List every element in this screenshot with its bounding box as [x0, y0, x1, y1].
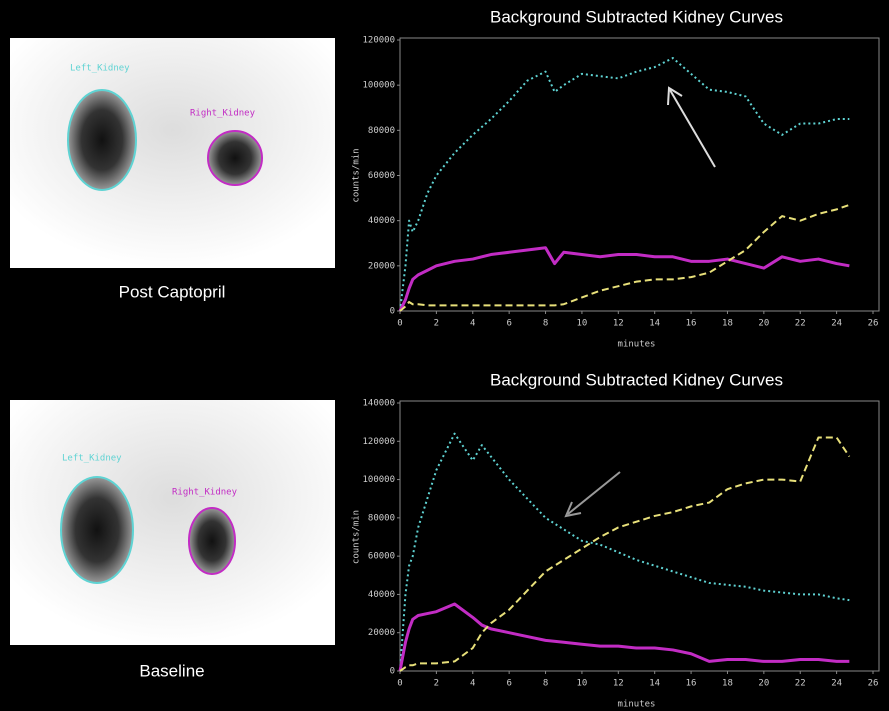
x-tick-label: 26: [868, 679, 879, 689]
x-tick-label: 0: [397, 319, 402, 329]
kidney-label: Right_Kidney: [172, 488, 238, 498]
series-line: [400, 604, 849, 671]
x-tick-label: 16: [686, 679, 697, 689]
scan-image: Left_Kidney Right_Kidney: [10, 38, 335, 268]
y-tick-label: 0: [390, 307, 395, 317]
y-tick-label: 20000: [368, 261, 395, 271]
x-tick-label: 14: [649, 319, 660, 329]
scan-image: Left_Kidney Right_Kidney: [10, 400, 335, 645]
x-tick-label: 10: [577, 679, 588, 689]
y-tick-label: 100000: [362, 81, 395, 91]
y-tick-label: 120000: [362, 36, 395, 46]
x-axis-label: minutes: [618, 700, 656, 710]
x-tick-label: 2: [434, 679, 439, 689]
series-line: [400, 58, 849, 311]
y-tick-label: 100000: [362, 475, 395, 485]
series-line: [400, 434, 849, 671]
x-tick-label: 4: [470, 319, 475, 329]
chart-title: Background Subtracted Kidney Curves: [490, 7, 783, 26]
caption: Post Captopril: [119, 282, 226, 301]
kidney-label: Left_Kidney: [70, 64, 130, 74]
y-tick-label: 120000: [362, 437, 395, 447]
y-tick-label: 80000: [368, 513, 395, 523]
figure: Left_Kidney Right_Kidney Post Captopril …: [0, 0, 889, 711]
y-tick-label: 20000: [368, 628, 395, 638]
x-tick-label: 8: [543, 679, 548, 689]
x-tick-label: 22: [795, 679, 806, 689]
x-tick-label: 14: [649, 679, 660, 689]
x-tick-label: 26: [868, 319, 879, 329]
x-axis-label: minutes: [618, 340, 656, 350]
x-tick-label: 10: [577, 319, 588, 329]
y-tick-label: 60000: [368, 552, 395, 562]
y-tick-label: 0: [390, 667, 395, 677]
y-axis-label: counts/min: [352, 148, 362, 202]
x-tick-label: 2: [434, 319, 439, 329]
chart-title: Background Subtracted Kidney Curves: [490, 370, 783, 389]
y-axis-label: counts/min: [352, 510, 362, 564]
y-tick-label: 40000: [368, 216, 395, 226]
kidney-label: Left_Kidney: [62, 454, 122, 464]
x-tick-label: 4: [470, 679, 475, 689]
x-tick-label: 6: [506, 319, 511, 329]
x-tick-label: 12: [613, 679, 624, 689]
plot-frame: [400, 38, 879, 311]
x-tick-label: 20: [758, 319, 769, 329]
caption: Baseline: [139, 661, 204, 680]
x-tick-label: 0: [397, 679, 402, 689]
arrow: [566, 472, 620, 516]
x-tick-label: 24: [831, 319, 842, 329]
x-tick-label: 24: [831, 679, 842, 689]
kidney-label: Right_Kidney: [190, 109, 256, 119]
series-line: [400, 248, 849, 311]
x-tick-label: 6: [506, 679, 511, 689]
x-tick-label: 12: [613, 319, 624, 329]
x-tick-label: 18: [722, 679, 733, 689]
x-tick-label: 22: [795, 319, 806, 329]
y-tick-label: 140000: [362, 399, 395, 409]
y-tick-label: 80000: [368, 126, 395, 136]
y-tick-label: 40000: [368, 590, 395, 600]
x-tick-label: 16: [686, 319, 697, 329]
arrow: [668, 88, 715, 167]
x-tick-label: 18: [722, 319, 733, 329]
plot-frame: [400, 401, 879, 671]
x-tick-label: 8: [543, 319, 548, 329]
y-tick-label: 60000: [368, 171, 395, 181]
x-tick-label: 20: [758, 679, 769, 689]
